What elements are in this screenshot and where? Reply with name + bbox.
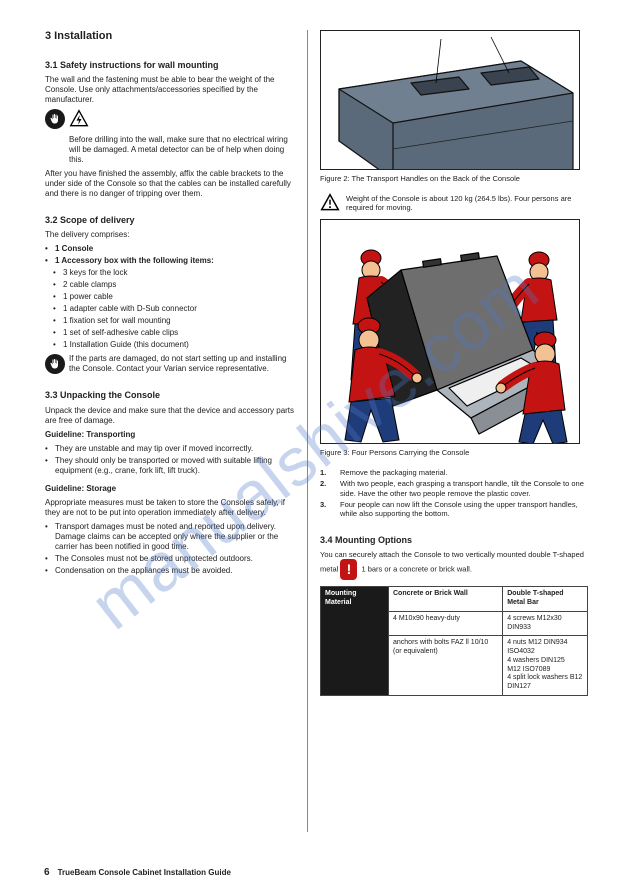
- mounting-paragraph: You can securely attach the Console to t…: [320, 550, 587, 580]
- safety-warning-text: The wall and the fastening must be able …: [45, 75, 299, 105]
- figure-four-persons: [320, 219, 580, 444]
- stop-hand-icon: [45, 354, 65, 374]
- storage-para: Appropriate measures must be taken to st…: [45, 498, 299, 518]
- table-corner-header: Mounting Material: [321, 587, 389, 696]
- stop-hand-icon: [45, 109, 65, 129]
- heading-installation: 3 Installation: [45, 30, 299, 44]
- step-3: 3. Four people can now lift the Console …: [320, 500, 587, 519]
- mounting-material-table: Mounting Material Concrete or Brick Wall…: [320, 586, 588, 696]
- heading-safety: 3.1 Safety instructions for wall mountin…: [45, 60, 299, 71]
- step-text: Four people can now lift the Console usi…: [340, 500, 587, 519]
- figure2-caption: Figure 3: Four Persons Carrying the Cons…: [320, 448, 587, 457]
- heading-unpack: 3.3 Unpacking the Console: [45, 390, 299, 401]
- step-2: 2. With two people, each grasping a tran…: [320, 479, 587, 498]
- storage-item: Condensation on the appliances must be a…: [45, 566, 299, 576]
- figure1-caption: Figure 2: The Transport Handles on the B…: [320, 174, 587, 183]
- scope-intro: The delivery comprises:: [45, 230, 299, 240]
- storage-item: The Consoles must not be stored unprotec…: [45, 554, 299, 564]
- left-column: 3 Installation 3.1 Safety instructions f…: [45, 30, 307, 873]
- storage-item: Transport damages must be noted and repo…: [45, 522, 299, 552]
- step-number: 2.: [320, 479, 334, 498]
- step-number: 3.: [320, 500, 334, 519]
- footer-title: TrueBeam Console Cabinet Installation Gu…: [58, 868, 231, 878]
- page-number: 6: [44, 867, 50, 880]
- warning-triangle-icon: [320, 193, 340, 213]
- table-header-wall: Concrete or Brick Wall: [389, 587, 503, 612]
- table-header-bar: Double T-shaped Metal Bar: [503, 587, 588, 612]
- scope-subitem: 1 Installation Guide (this document): [45, 340, 299, 350]
- right-column: Figure 2: The Transport Handles on the B…: [307, 30, 587, 832]
- scope-subitem: 2 cable clamps: [45, 280, 299, 290]
- stop-shock-text: Before drilling into the wall, make sure…: [69, 135, 299, 165]
- table-cell: 4 nuts M12 DIN934 ISO4032 4 washers DIN1…: [503, 636, 588, 696]
- stop-row-2: If the parts are damaged, do not start s…: [45, 354, 299, 374]
- weight-warning-text: Weight of the Console is about 120 kg (2…: [346, 194, 587, 213]
- figure-transport-handles: [320, 30, 580, 170]
- stop-shock-row: [45, 109, 299, 129]
- unpack-intro: Unpack the device and make sure that the…: [45, 406, 299, 426]
- cable-note: After you have finished the assembly, af…: [45, 169, 299, 199]
- step-text: With two people, each grasping a transpo…: [340, 479, 587, 498]
- shock-triangle-icon: [69, 109, 89, 129]
- step-1: 1. Remove the packaging material.: [320, 468, 587, 477]
- heading-mounting: 3.4 Mounting Options: [320, 535, 587, 546]
- red-badge-icon: !: [340, 559, 357, 580]
- table-cell: anchors with bolts FAZ ll 10/10 (or equi…: [389, 636, 503, 696]
- scope-item: 1 Console: [45, 244, 299, 254]
- stop2-text: If the parts are damaged, do not start s…: [69, 354, 299, 374]
- page: 3 Installation 3.1 Safety instructions f…: [0, 0, 629, 893]
- heading-scope: 3.2 Scope of delivery: [45, 215, 299, 226]
- scope-item: 1 Accessory box with the following items…: [45, 256, 299, 266]
- scope-subitem: 3 keys for the lock: [45, 268, 299, 278]
- scope-subitem: 1 adapter cable with D-Sub connector: [45, 304, 299, 314]
- transport-item: They are unstable and may tip over if mo…: [45, 444, 299, 454]
- footer: 6 TrueBeam Console Cabinet Installation …: [44, 867, 231, 880]
- table-cell: 4 M10x90 heavy-duty: [389, 611, 503, 636]
- transport-item: They should only be transported or moved…: [45, 456, 299, 476]
- table-cell: 4 screws M12x30 DIN933: [503, 611, 588, 636]
- guideline-storage-title: Guideline: Storage: [45, 484, 299, 494]
- step-number: 1.: [320, 468, 334, 477]
- scope-subitem: 1 fixation set for wall mounting: [45, 316, 299, 326]
- scope-subitem: 1 set of self-adhesive cable clips: [45, 328, 299, 338]
- guideline-transport-title: Guideline: Transporting: [45, 430, 299, 440]
- weight-warning-row: Weight of the Console is about 120 kg (2…: [320, 193, 587, 213]
- step-text: Remove the packaging material.: [340, 468, 587, 477]
- scope-subitem: 1 power cable: [45, 292, 299, 302]
